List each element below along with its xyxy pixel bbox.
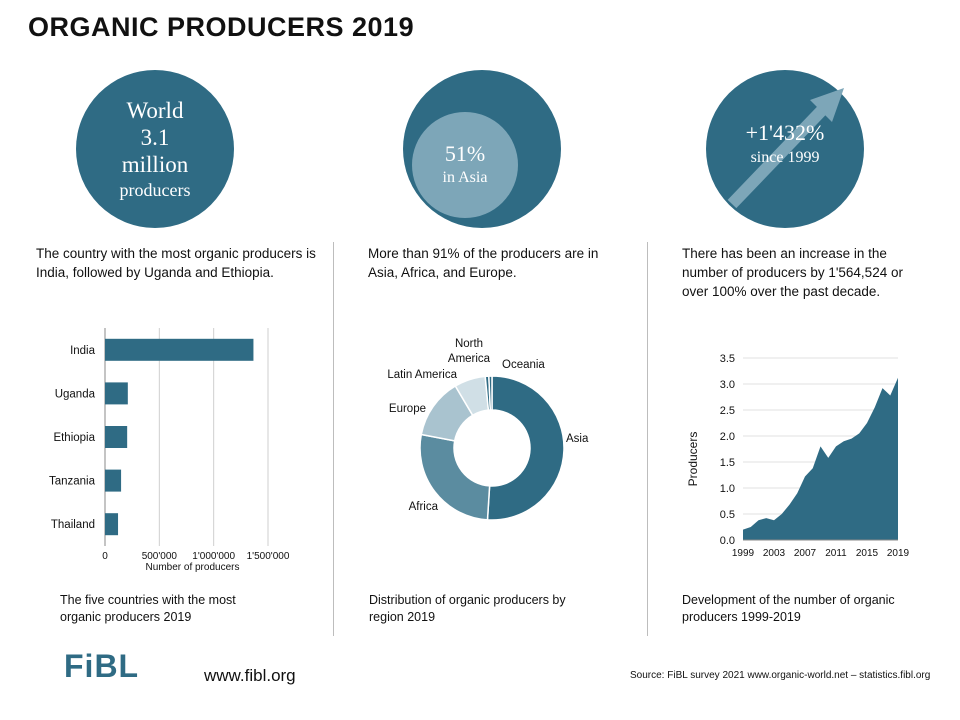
area-x-tick-label: 2011 (825, 548, 847, 559)
bar-x-tick-label: 0 (102, 551, 108, 562)
bar-category-label: Ethiopia (53, 432, 95, 444)
bar-category-label: Thailand (51, 519, 95, 531)
world-stat-label: producers (119, 179, 191, 200)
area-x-tick-label: 2015 (856, 548, 879, 559)
area-x-tick-label: 2019 (887, 548, 910, 559)
caption-regions: Distribution of organic producers by reg… (369, 593, 566, 624)
description-top-countries: The country with the most organic produc… (36, 246, 316, 280)
area-series-producers (743, 377, 898, 540)
growth-label: since 1999 (750, 149, 820, 166)
column-divider-left (333, 242, 334, 636)
asia-label: in Asia (442, 169, 488, 186)
caption-growth: Development of the number of organic pro… (682, 593, 895, 624)
growth-value: +1'432% (745, 120, 825, 145)
area-y-tick-label: 0.0 (720, 535, 735, 547)
area-y-tick-label: 0.5 (720, 509, 735, 521)
growth-stat-circle: +1'432% since 1999 (706, 70, 864, 228)
donut-label: America (448, 353, 491, 365)
column-divider-right (647, 242, 648, 636)
donut-label: North (455, 338, 483, 350)
page-title: ORGANIC PRODUCERS 2019 (28, 12, 415, 42)
world-stat-line1: World (126, 97, 184, 123)
world-stat-value: 3.1 (140, 124, 170, 150)
bar-category-label: Uganda (55, 388, 96, 400)
bar-x-axis-title: Number of producers (146, 562, 240, 573)
donut-slice-oceania (488, 375, 493, 411)
donut-label: Asia (566, 433, 589, 445)
bar-x-tick-label: 1'000'000 (192, 551, 235, 562)
bar-x-tick-label: 1'500'000 (247, 551, 290, 562)
bar-india (105, 338, 254, 361)
caption-top-countries: The five countries with the most organic… (60, 593, 236, 624)
bar-tanzania (105, 469, 122, 492)
donut-slice-asia (486, 375, 565, 521)
donut-slice-africa (419, 433, 491, 521)
bar-ethiopia (105, 426, 128, 448)
donut-label: Africa (409, 501, 439, 513)
area-y-tick-label: 2.5 (720, 405, 735, 417)
producers-area-chart: 0.0 0.5 1.0 1.5 2.0 2.5 3.0 3.5 1999 2003 2007 2011… (686, 353, 910, 559)
area-y-tick-label: 1.0 (720, 483, 735, 495)
asia-percent: 51% (444, 141, 486, 166)
asia-stat-circle: 51% in Asia (403, 70, 561, 228)
world-stat-circle: World 3.1 million producers (76, 70, 234, 228)
area-y-axis-title: Producers (686, 432, 700, 487)
bar-category-label: India (70, 345, 96, 357)
area-y-tick-label: 1.5 (720, 457, 735, 469)
asia-inner-circle: 51% in Asia (412, 112, 518, 218)
bar-thailand (105, 513, 119, 536)
growth-arrow-icon (727, 88, 844, 209)
area-y-tick-label: 2.0 (720, 431, 735, 443)
area-y-tick-label: 3.0 (720, 379, 735, 391)
region-donut-chart: Asia Africa Europe Latin America North Americ… (387, 338, 589, 521)
top-countries-bar-chart: 0 500'000 1'000'000 1'500'000 India Uganda Eth… (49, 328, 290, 573)
donut-label: Latin America (387, 369, 457, 381)
area-y-tick-label: 3.5 (720, 353, 735, 365)
donut-label: Europe (389, 403, 426, 415)
world-stat-unit: million (121, 151, 189, 177)
fibl-logo: FiBL (64, 648, 140, 684)
bar-x-tick-label: 500'000 (142, 551, 178, 562)
area-x-tick-label: 2003 (763, 548, 786, 559)
area-x-tick-label: 2007 (794, 548, 817, 559)
description-regions: More than 91% of the producers are in As… (368, 246, 599, 280)
description-growth: There has been an increase in the number… (682, 246, 903, 299)
bar-uganda (105, 382, 128, 405)
source-note: Source: FiBL survey 2021 www.organic-wor… (630, 670, 931, 681)
website-link[interactable]: www.fibl.org (204, 666, 296, 685)
area-x-tick-label: 1999 (732, 548, 755, 559)
donut-label: Oceania (502, 359, 545, 371)
bar-category-label: Tanzania (49, 476, 96, 488)
